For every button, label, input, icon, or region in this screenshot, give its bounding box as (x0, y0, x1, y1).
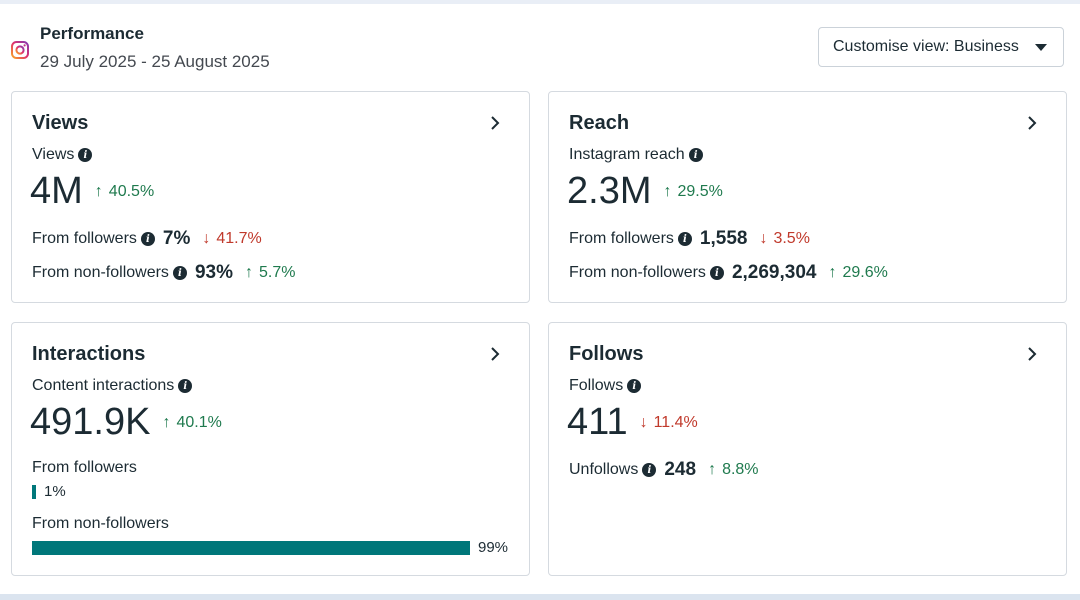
interactions-card[interactable]: Interactions Content interactions i 491.9… (11, 322, 530, 576)
interactions-value: 491.9K (30, 401, 151, 443)
bar-pct-non-followers: 99% (478, 539, 509, 556)
reach-card-title: Reach (569, 112, 630, 134)
views-value: 4M (30, 170, 83, 212)
follows-value: 411 (567, 401, 628, 443)
info-icon[interactable]: i (627, 379, 642, 393)
views-metric-label: Views i (32, 146, 93, 164)
interactions-from-non-followers-label: From non-followers (32, 515, 169, 532)
arrow-down-icon: ↓ (639, 413, 648, 431)
follows-card[interactable]: Follows Follows i 411 ↓ 11.4% Unfollows i 2… (548, 322, 1067, 576)
arrow-up-icon: ↑ (828, 264, 837, 281)
bar-fill-non-followers (32, 540, 470, 555)
arrow-up-icon: ↑ (244, 264, 253, 281)
interactions-change: ↑ 40.1% (162, 413, 222, 431)
bar-track (32, 540, 470, 555)
reach-metric-label: Instagram reach i (569, 146, 703, 164)
reach-value: 2.3M (567, 170, 652, 212)
views-from-non-followers: From non-followers i 93% ↑ 5.7% (32, 262, 296, 283)
views-value-row: 4M ↑ 40.5% (30, 170, 154, 213)
bar-track (32, 484, 36, 499)
date-range: 29 July 2025 - 25 August 2025 (40, 52, 270, 71)
follows-value-row: 411 ↓ 11.4% (567, 401, 698, 444)
follows-change: ↓ 11.4% (639, 413, 698, 431)
info-icon[interactable]: i (172, 266, 187, 280)
chevron-right-icon[interactable] (1024, 345, 1040, 363)
views-card-title: Views (32, 112, 89, 134)
reach-from-followers: From followers i 1,558 ↓ 3.5% (569, 228, 810, 249)
customise-view-dropdown[interactable]: Customise view: Business (818, 27, 1064, 67)
unfollows-row: Unfollows i 248 ↑ 8.8% (569, 459, 759, 480)
info-icon[interactable]: i (709, 266, 724, 280)
interactions-card-title: Interactions (32, 343, 146, 365)
arrow-up-icon: ↑ (708, 461, 717, 478)
info-icon[interactable]: i (78, 148, 93, 162)
reach-from-non-followers: From non-followers i 2,269,304 ↑ 29.6% (569, 262, 888, 283)
customise-view-label: Customise view: Business (833, 38, 1019, 55)
arrow-up-icon: ↑ (162, 413, 171, 431)
follows-metric-label: Follows i (569, 377, 642, 395)
interactions-from-non-followers-bar: 99% (32, 539, 508, 556)
bar-fill-followers (32, 484, 36, 499)
performance-header: Performance 29 July 2025 - 25 August 202… (10, 22, 1070, 78)
chevron-right-icon[interactable] (1024, 114, 1040, 132)
info-icon[interactable]: i (677, 232, 692, 246)
performance-panel: Performance 29 July 2025 - 25 August 202… (0, 4, 1080, 594)
interactions-value-row: 491.9K ↑ 40.1% (30, 401, 222, 444)
info-icon[interactable]: i (140, 232, 155, 246)
chevron-right-icon[interactable] (487, 345, 503, 363)
arrow-up-icon: ↑ (663, 182, 672, 200)
instagram-icon (11, 41, 29, 59)
follows-card-title: Follows (569, 343, 644, 365)
views-from-followers: From followers i 7% ↓ 41.7% (32, 228, 262, 249)
chevron-right-icon[interactable] (487, 114, 503, 132)
arrow-up-icon: ↑ (94, 182, 103, 200)
arrow-down-icon: ↓ (202, 230, 211, 247)
reach-change: ↑ 29.5% (663, 182, 723, 200)
reach-card[interactable]: Reach Instagram reach i 2.3M ↑ 29.5% From … (548, 91, 1067, 303)
interactions-from-followers-bar: 1% (32, 483, 66, 500)
bar-pct-followers: 1% (44, 483, 66, 500)
views-card[interactable]: Views Views i 4M ↑ 40.5% From followers i 7… (11, 91, 530, 303)
page-title: Performance (40, 24, 144, 43)
interactions-metric-label: Content interactions i (32, 377, 193, 395)
interactions-from-followers-label: From followers (32, 459, 137, 476)
info-icon[interactable]: i (688, 148, 703, 162)
caret-down-icon (1035, 44, 1047, 51)
reach-value-row: 2.3M ↑ 29.5% (567, 170, 723, 213)
info-icon[interactable]: i (178, 379, 193, 393)
views-change: ↑ 40.5% (94, 182, 155, 200)
info-icon[interactable]: i (642, 463, 657, 477)
arrow-down-icon: ↓ (759, 230, 768, 247)
bottom-strip (0, 594, 1080, 600)
